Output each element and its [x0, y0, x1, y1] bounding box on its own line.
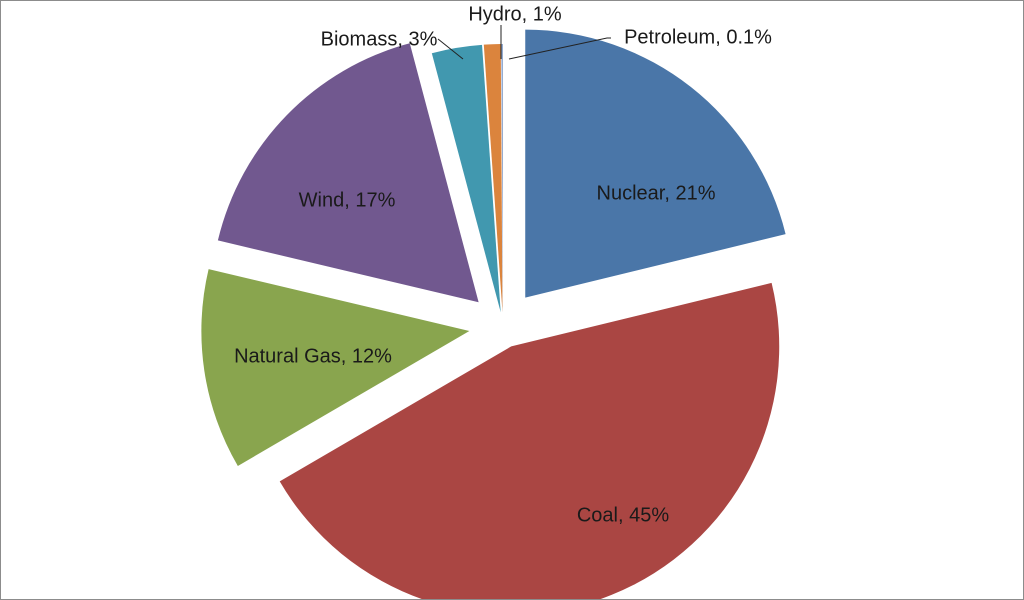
leader-line-biomass	[437, 38, 464, 60]
slice-hydro	[483, 44, 503, 313]
slice-nuclear	[525, 29, 786, 298]
slice-labels: Nuclear, 21% Coal, 45% Natural Gas, 12% Win…	[234, 3, 772, 526]
slice-natural-gas	[201, 269, 470, 466]
label-natural-gas: Natural Gas, 12%	[234, 345, 392, 367]
label-coal: Coal, 45%	[577, 504, 669, 526]
leader-lines	[437, 25, 611, 60]
label-nuclear: Nuclear, 21%	[597, 182, 716, 204]
label-wind: Wind, 17%	[299, 189, 396, 211]
slice-wind	[217, 43, 479, 303]
slice-petroleum	[501, 44, 503, 313]
pie-slices	[201, 29, 786, 599]
label-hydro: Hydro, 1%	[468, 3, 562, 25]
label-biomass: Biomass, 3%	[321, 28, 438, 50]
slice-coal	[279, 282, 780, 599]
slice-biomass	[431, 44, 501, 313]
leader-line-petroleum	[508, 37, 611, 60]
label-petroleum: Petroleum, 0.1%	[624, 26, 772, 48]
